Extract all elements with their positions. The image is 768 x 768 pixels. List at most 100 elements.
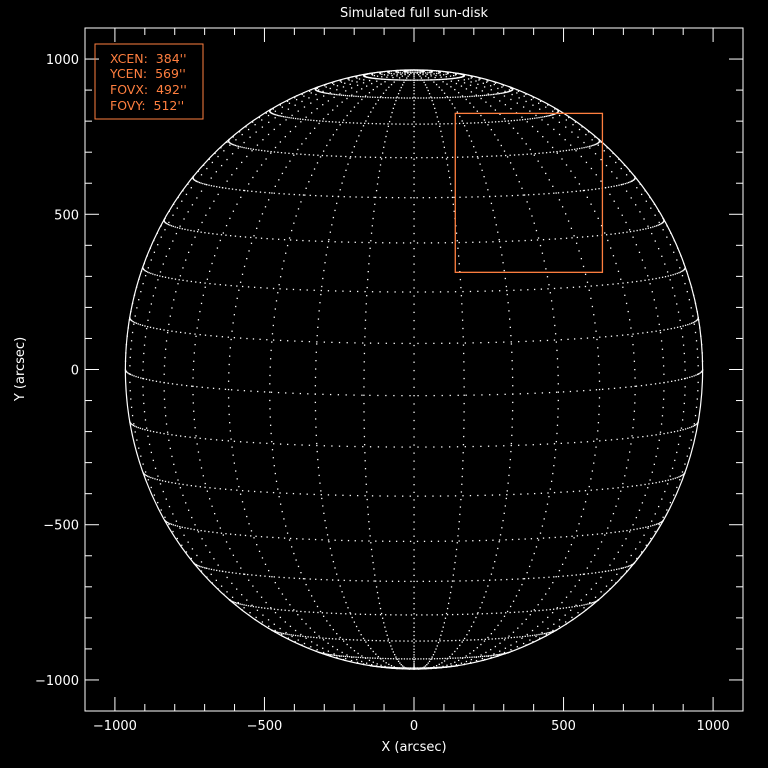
meridian-dot <box>445 612 448 615</box>
meridian-dot <box>682 344 685 346</box>
parallel-dot <box>663 381 665 384</box>
meridian-dot <box>387 125 390 128</box>
meridian-dot <box>420 77 423 79</box>
parallel-dot <box>369 446 372 448</box>
meridian-dot <box>479 78 481 80</box>
parallel-dot <box>479 655 482 658</box>
parallel-dot <box>312 611 315 613</box>
parallel-dot <box>613 387 616 389</box>
meridian-dot <box>499 246 502 248</box>
parallel-dot <box>292 117 294 119</box>
parallel-dot <box>313 289 315 291</box>
meridian-dot <box>695 406 698 408</box>
parallel-dot <box>204 334 207 336</box>
parallel-dot <box>349 613 352 615</box>
meridian-dot <box>413 549 415 551</box>
meridian-dot <box>476 647 478 649</box>
meridian-dot <box>575 530 578 532</box>
parallel-dot <box>221 187 224 189</box>
meridian-dot <box>175 520 178 522</box>
meridian-dot <box>654 214 656 216</box>
meridian-dot <box>548 284 550 286</box>
meridian-dot <box>356 84 359 86</box>
meridian-dot <box>561 563 564 565</box>
parallel-dot <box>391 640 393 642</box>
meridian-dot <box>649 283 651 285</box>
meridian-dot <box>647 527 649 529</box>
meridian-dot <box>465 98 467 101</box>
parallel-dot <box>377 342 380 344</box>
meridian-dot <box>564 139 566 141</box>
parallel-dot <box>399 640 401 642</box>
parallel-dot <box>247 573 249 576</box>
parallel-dot <box>233 144 235 146</box>
parallel-dot <box>696 319 698 322</box>
meridian-dot <box>392 107 394 110</box>
meridian-dot <box>426 86 428 89</box>
parallel-dot <box>398 79 401 81</box>
meridian-dot <box>315 418 317 420</box>
parallel-dot <box>283 193 285 195</box>
parallel-dot <box>540 288 543 290</box>
meridian-dot <box>449 591 452 594</box>
parallel-dot <box>504 91 507 94</box>
meridian-dot <box>380 664 382 666</box>
meridian-dot <box>363 435 366 438</box>
meridian-dot <box>336 633 338 635</box>
parallel-dot <box>241 603 243 606</box>
parallel-dot <box>459 196 461 198</box>
meridian-dot <box>366 85 368 87</box>
meridian-dot <box>443 92 446 94</box>
parallel-dot <box>437 540 440 542</box>
parallel-dot <box>218 388 221 390</box>
meridian-dot <box>634 394 636 396</box>
meridian-dot <box>147 435 149 437</box>
meridian-dot <box>570 591 572 593</box>
meridian-dot <box>329 231 331 233</box>
meridian-dot <box>535 114 537 117</box>
meridian-dot <box>661 348 664 350</box>
meridian-dot <box>483 176 485 178</box>
meridian-dot <box>433 666 435 668</box>
parallel-dot <box>324 92 326 94</box>
parallel-dot <box>621 334 624 336</box>
meridian-dot <box>384 665 386 668</box>
meridian-dot <box>406 71 409 73</box>
meridian-dot <box>211 161 214 164</box>
parallel-dot <box>642 435 644 438</box>
meridian-dot <box>129 365 131 367</box>
parallel-dot <box>391 123 393 125</box>
meridian-dot <box>177 479 179 481</box>
meridian-dot <box>192 394 194 396</box>
meridian-dot <box>461 468 464 470</box>
parallel-dot <box>204 282 206 284</box>
meridian-dot <box>363 79 365 81</box>
meridian-dot <box>148 443 151 446</box>
parallel-dot <box>280 152 283 154</box>
parallel-dot <box>550 114 552 116</box>
meridian-dot <box>255 616 257 619</box>
parallel-dot <box>484 494 486 496</box>
meridian-dot <box>220 585 223 587</box>
parallel-dot <box>616 438 618 441</box>
meridian-dot <box>529 614 531 616</box>
meridian-dot <box>600 224 603 227</box>
meridian-dot <box>329 547 331 550</box>
meridian-dot <box>556 152 558 154</box>
meridian-dot <box>462 327 464 330</box>
meridian-dot <box>632 524 634 526</box>
meridian-dot <box>475 659 478 662</box>
meridian-dot <box>565 126 567 128</box>
parallel-dot <box>196 529 199 531</box>
parallel-dot <box>604 570 607 573</box>
meridian-dot <box>463 394 465 396</box>
meridian-dot <box>621 214 623 216</box>
meridian-dot <box>607 527 609 529</box>
parallel-dot <box>163 432 165 435</box>
parallel-dot <box>337 195 340 198</box>
parallel-dot <box>421 79 423 81</box>
meridian-dot <box>168 221 170 224</box>
parallel-dot <box>241 146 243 148</box>
meridian-dot <box>287 108 290 110</box>
